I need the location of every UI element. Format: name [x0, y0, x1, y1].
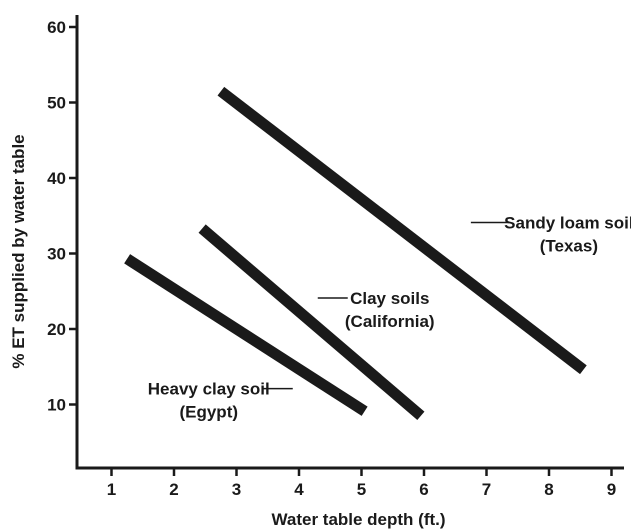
x-tick-label: 9 [607, 480, 616, 499]
x-ticks: 1 2 3 4 5 6 7 8 9 [107, 468, 616, 499]
x-tick-label: 6 [419, 480, 428, 499]
x-tick-label: 1 [107, 480, 116, 499]
x-tick-label: 8 [544, 480, 553, 499]
series-annotation-line: Clay soils [350, 289, 429, 308]
y-axis: 10 20 30 40 50 60 [47, 15, 79, 468]
x-axis: 1 2 3 4 5 6 7 8 9 [75, 466, 624, 499]
series-line [217, 86, 587, 375]
y-axis-label: % ET supplied by water table [9, 134, 28, 368]
series-line [198, 224, 425, 421]
x-tick-label: 5 [357, 480, 366, 499]
y-tick-label: 40 [47, 169, 66, 188]
x-tick-label: 4 [294, 480, 304, 499]
y-ticks: 10 20 30 40 50 60 [47, 18, 77, 415]
y-tick-label: 60 [47, 18, 66, 37]
series-line [124, 254, 368, 416]
series-group [124, 86, 587, 421]
series-annotation-line: Sandy loam soil [504, 214, 631, 233]
series-annotation-line: Heavy clay soil [148, 380, 270, 399]
series-annotation-line: (California) [345, 312, 435, 331]
x-tick-label: 2 [169, 480, 178, 499]
y-tick-label: 30 [47, 245, 66, 264]
series-annotation: Heavy clay soil (Egypt) [148, 380, 270, 422]
y-tick-label: 50 [47, 94, 66, 113]
x-axis-label: Water table depth (ft.) [271, 510, 445, 529]
series-annotation-line: (Texas) [540, 237, 598, 256]
x-tick-label: 7 [482, 480, 491, 499]
y-tick-label: 10 [47, 396, 66, 415]
y-tick-label: 20 [47, 320, 66, 339]
x-tick-label: 3 [232, 480, 241, 499]
series-annotation: Clay soils (California) [345, 289, 435, 331]
annotations-group: Sandy loam soil (Texas) Clay soils (Califor… [148, 214, 631, 422]
series-annotation-line: (Egypt) [179, 403, 238, 422]
series-annotation: Sandy loam soil (Texas) [504, 214, 631, 256]
